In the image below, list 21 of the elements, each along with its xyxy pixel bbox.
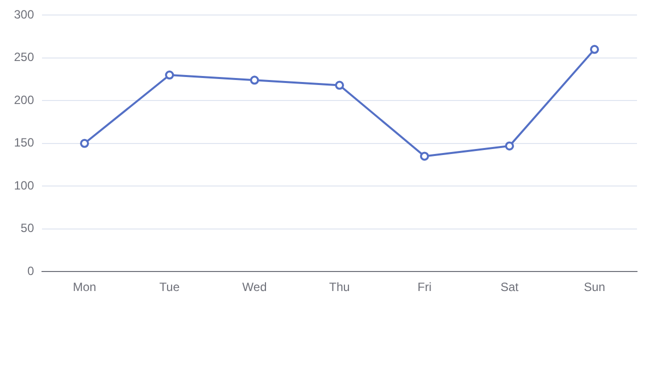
y-tick-label: 0 bbox=[27, 264, 34, 278]
x-tick-label: Thu bbox=[329, 280, 350, 294]
point bbox=[80, 138, 90, 148]
x-tick-label: Fri bbox=[418, 280, 432, 294]
x-tick-label: Sat bbox=[500, 280, 520, 294]
x-tick-label: Mon bbox=[72, 280, 96, 294]
y-tick-label: 150 bbox=[14, 136, 34, 150]
x-tick-label: Wed bbox=[242, 280, 267, 294]
point bbox=[590, 44, 599, 54]
y-tick-label: 100 bbox=[14, 178, 34, 192]
x-tick-label: Tue bbox=[159, 280, 180, 294]
point bbox=[420, 152, 430, 161]
point bbox=[165, 70, 174, 80]
y-tick-label: 50 bbox=[20, 221, 34, 236]
point bbox=[335, 80, 344, 90]
y-tick-label: 200 bbox=[14, 92, 34, 107]
y-tick-label: 300 bbox=[14, 8, 34, 22]
point bbox=[250, 76, 260, 85]
y-tick-label: 250 bbox=[14, 50, 34, 64]
x-tick-label: Sun bbox=[584, 280, 606, 294]
point bbox=[505, 141, 514, 150]
